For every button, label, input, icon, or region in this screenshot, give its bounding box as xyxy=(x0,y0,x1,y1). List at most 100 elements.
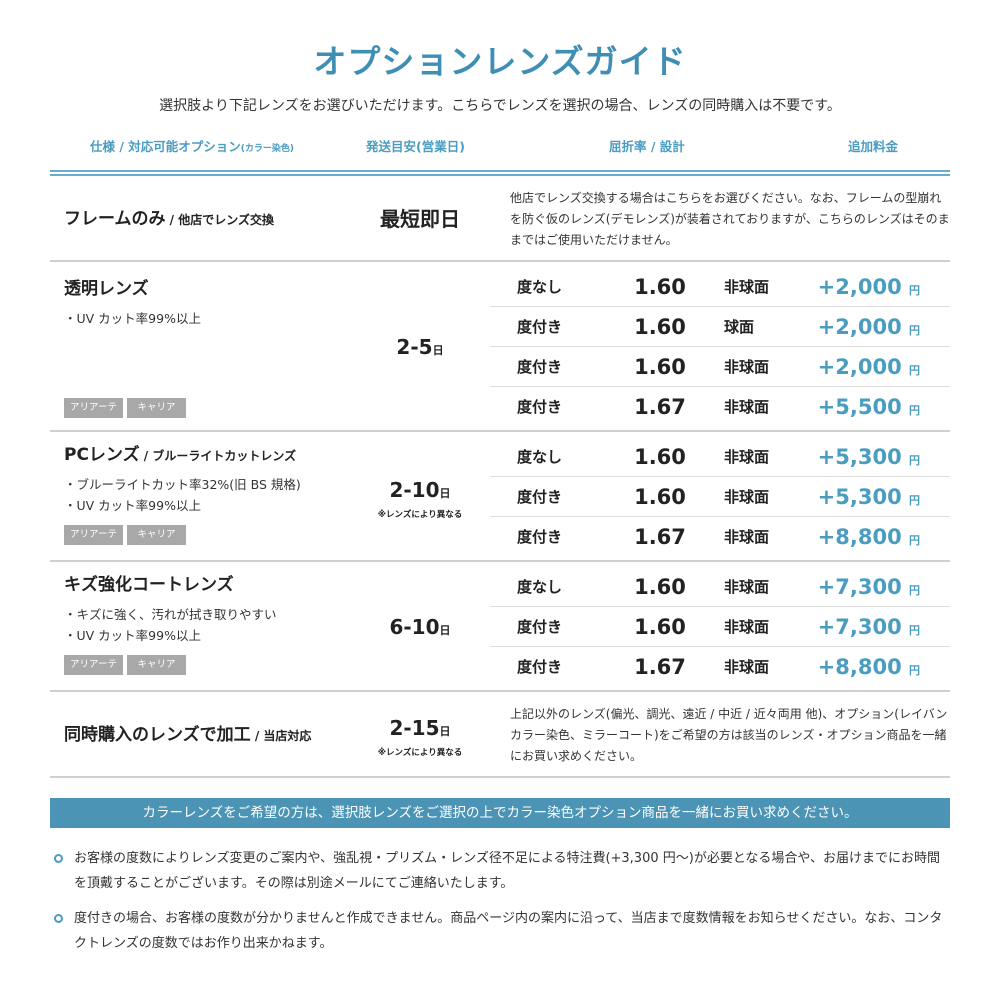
additional-price: +7,300 円 xyxy=(818,613,920,645)
lens-row: フレームのみ / 他店でレンズ交換 最短即日 他店でレンズ交換する場合はこちらをお選… xyxy=(50,176,950,262)
prescription-type: 度付き xyxy=(517,528,563,546)
option-tags: アリアーテ キャリア xyxy=(64,655,186,675)
option-tag: アリアーテ xyxy=(64,655,123,675)
lens-design: 非球面 xyxy=(724,658,770,676)
circle-bullet-icon xyxy=(54,854,63,863)
note-item: お客様の度数によりレンズ変更のご案内や、強乱視・プリズム・レンズ径不足による特注… xyxy=(52,846,952,896)
page-subtitle: 選択肢より下記レンズをお選びいただけます。こちらでレンズを選択の場合、レンズの同… xyxy=(159,98,841,114)
days-unit: 日 xyxy=(439,725,451,738)
price-value: +8,800 xyxy=(817,655,902,679)
shipping-days: 2-10日 ※レンズにより異なる xyxy=(350,477,490,521)
lens-design: 非球面 xyxy=(724,448,770,466)
prescription-type: 度なし xyxy=(517,578,563,596)
option-tag: アリアーテ xyxy=(64,398,123,418)
lens-name-sub: / ブルーライトカットレンズ xyxy=(139,449,297,463)
price-unit: 円 xyxy=(909,324,920,337)
lens-option: 度なし 1.60 非球面 +5,300 円 xyxy=(490,437,950,477)
price-unit: 円 xyxy=(909,404,920,417)
lens-row: 同時購入のレンズで加工 / 当店対応 2-15日 ※レンズにより異なる 上記以外のレン… xyxy=(50,692,950,778)
option-tag: キャリア xyxy=(127,398,186,418)
lens-design: 非球面 xyxy=(724,358,770,376)
lens-name: PCレンズ / ブルーライトカットレンズ xyxy=(64,444,296,467)
lens-name-sub: / 他店でレンズ交換 xyxy=(165,213,274,227)
days-note: ※レンズにより異なる xyxy=(377,510,463,520)
days-unit: 日 xyxy=(439,624,451,637)
refractive-index: 1.60 xyxy=(634,355,686,379)
additional-price: +5,300 円 xyxy=(818,483,920,515)
price-value: +7,300 xyxy=(817,615,902,639)
feature-item: ・UV カット率99%以上 xyxy=(64,628,201,643)
price-value: +2,000 xyxy=(817,275,902,299)
lens-option: 度付き 1.67 非球面 +8,800 円 xyxy=(490,517,950,557)
lens-design: 非球面 xyxy=(724,278,770,296)
lens-design: 非球面 xyxy=(724,398,770,416)
lens-design: 非球面 xyxy=(724,488,770,506)
prescription-type: 度付き xyxy=(517,488,563,506)
days-unit: 日 xyxy=(432,344,444,357)
refractive-index: 1.67 xyxy=(634,395,686,419)
lens-features: ・キズに強く、汚れが拭き取りやすい ・UV カット率99%以上 xyxy=(64,604,277,646)
lens-option: 度付き 1.60 非球面 +7,300 円 xyxy=(490,607,950,647)
feature-item: ・UV カット率99%以上 xyxy=(64,311,201,326)
price-unit: 円 xyxy=(909,624,920,637)
lens-features: ・UV カット率99%以上 xyxy=(64,308,201,329)
refractive-index: 1.67 xyxy=(634,655,686,679)
header-spec-small: (カラー染色) xyxy=(240,144,295,154)
note-item: 度付きの場合、お客様の度数が分かりませんと作成できません。商品ページ内の案内に沿… xyxy=(52,906,952,956)
refractive-index: 1.60 xyxy=(634,275,686,299)
days-note: ※レンズにより異なる xyxy=(377,748,463,758)
lens-option: 度なし 1.60 非球面 +2,000 円 xyxy=(490,267,950,307)
days-value: 2-5 xyxy=(396,335,433,359)
shipping-days: 2-5日 xyxy=(350,334,490,364)
price-value: +8,800 xyxy=(817,525,902,549)
refractive-index: 1.60 xyxy=(634,615,686,639)
price-unit: 円 xyxy=(909,534,920,547)
price-unit: 円 xyxy=(909,494,920,507)
lens-name-label: キズ強化コートレンズ xyxy=(64,575,234,595)
price-unit: 円 xyxy=(909,364,920,377)
lens-option: 度付き 1.67 非球面 +8,800 円 xyxy=(490,647,950,687)
lens-design: 球面 xyxy=(724,318,755,336)
lens-design: 非球面 xyxy=(724,618,770,636)
lens-option: 度付き 1.60 非球面 +5,300 円 xyxy=(490,477,950,517)
option-tag: アリアーテ xyxy=(64,525,123,545)
refractive-index: 1.60 xyxy=(634,575,686,599)
lens-name-label: フレームのみ xyxy=(64,209,166,229)
circle-bullet-icon xyxy=(54,914,63,923)
prescription-type: 度付き xyxy=(517,618,563,636)
additional-price: +7,300 円 xyxy=(818,573,920,605)
option-tag: キャリア xyxy=(127,525,186,545)
option-tags: アリアーテ キャリア xyxy=(64,398,186,418)
lens-design: 非球面 xyxy=(724,578,770,596)
days-unit: 日 xyxy=(439,487,451,500)
prescription-type: 度付き xyxy=(517,318,563,336)
lens-row: キズ強化コートレンズ・キズに強く、汚れが拭き取りやすい ・UV カット率99%以上… xyxy=(50,562,950,692)
refractive-index: 1.67 xyxy=(634,525,686,549)
days-value: 6-10 xyxy=(389,615,440,639)
price-value: +2,000 xyxy=(817,315,902,339)
additional-price: +2,000 円 xyxy=(818,313,920,345)
lens-name: キズ強化コートレンズ xyxy=(64,574,234,597)
price-unit: 円 xyxy=(909,454,920,467)
row-description: 上記以外のレンズ(偏光、調光、遠近 / 中近 / 近々両用 他)、オプション(レ… xyxy=(510,706,948,763)
color-lens-banner: カラーレンズをご希望の方は、選択肢レンズをご選択の上でカラー染色オプション商品を… xyxy=(50,798,950,828)
prescription-type: 度付き xyxy=(517,358,563,376)
header-divider xyxy=(50,170,950,176)
note-text: お客様の度数によりレンズ変更のご案内や、強乱視・プリズム・レンズ径不足による特注… xyxy=(74,851,941,891)
lens-name: 透明レンズ xyxy=(64,278,149,301)
header-spec: 仕様 / 対応可能オプション(カラー染色) xyxy=(90,138,294,158)
prescription-type: 度なし xyxy=(517,448,563,466)
header-ship: 発送目安(営業日) xyxy=(366,139,465,154)
notes-list: お客様の度数によりレンズ変更のご案内や、強乱視・プリズム・レンズ径不足による特注… xyxy=(52,846,952,966)
price-unit: 円 xyxy=(909,584,920,597)
lens-name-label: PCレンズ xyxy=(64,445,140,465)
shipping-days: 2-15日 ※レンズにより異なる xyxy=(350,715,490,759)
price-unit: 円 xyxy=(909,664,920,677)
shipping-days: 最短即日 xyxy=(350,206,490,236)
shipping-days: 6-10日 xyxy=(350,614,490,644)
lens-name: 同時購入のレンズで加工 / 当店対応 xyxy=(64,724,311,747)
lens-option: 度付き 1.67 非球面 +5,500 円 xyxy=(490,387,950,427)
lens-design: 非球面 xyxy=(724,528,770,546)
header-price: 追加料金 xyxy=(848,139,899,154)
price-value: +5,500 xyxy=(817,395,902,419)
